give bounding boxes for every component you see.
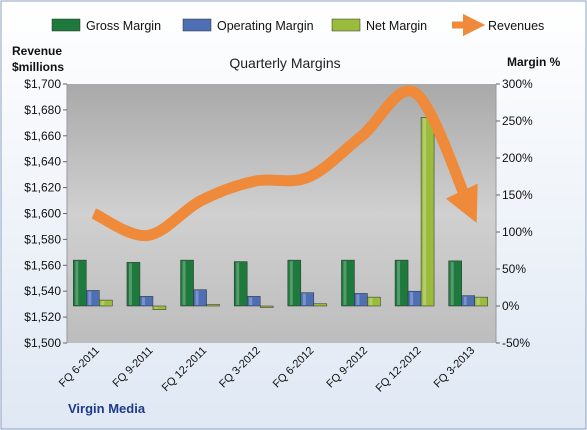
bar-gross-margin: [394, 259, 409, 307]
bar-operating-margin: [300, 292, 315, 307]
bar-highlight: [302, 293, 306, 305]
bar-highlight: [101, 301, 105, 305]
legend-swatch: [331, 18, 361, 32]
right-tick-label: 300%: [502, 77, 533, 91]
revenue-line-layer: [91, 85, 478, 242]
right-tick-label: 250%: [502, 114, 533, 128]
bar-net-margin: [206, 304, 220, 307]
bar-net-margin: [313, 303, 328, 307]
right-tick-label: 100%: [502, 225, 533, 239]
bar-gross-margin: [73, 259, 87, 307]
right-tick-label: -50%: [502, 336, 530, 350]
bar-highlight: [397, 261, 401, 305]
left-tick-label: $1,520: [24, 310, 61, 324]
bar-highlight: [141, 297, 145, 305]
legend-swatch: [51, 18, 81, 32]
bar-operating-margin: [139, 296, 154, 307]
right-tick-label: 50%: [502, 262, 526, 276]
bar-gross-margin: [448, 260, 462, 307]
left-axis-label-line1: Revenue: [12, 44, 62, 58]
bar-highlight: [369, 298, 373, 305]
footer-label: Virgin Media: [68, 401, 146, 416]
right-tick-label: 150%: [502, 188, 533, 202]
bar-highlight: [236, 262, 240, 305]
bar-operating-margin: [407, 290, 422, 307]
legend-label: Net Margin: [366, 19, 427, 33]
left-tick-label: $1,540: [24, 284, 61, 298]
bar-operating-margin: [246, 296, 261, 307]
left-tick-label: $1,640: [24, 155, 61, 169]
right-axis-label: Margin %: [507, 55, 561, 69]
bar-gross-margin: [126, 262, 141, 307]
left-tick-label: $1,700: [24, 77, 61, 91]
revenue-line: [91, 85, 478, 242]
bar-highlight: [154, 307, 158, 309]
legend-label: Revenues: [488, 19, 544, 33]
left-tick-label: $1,560: [24, 258, 61, 272]
bar-highlight: [356, 294, 360, 305]
bar-highlight: [463, 296, 467, 305]
left-tick-label: $1,580: [24, 232, 61, 246]
bar-highlight: [249, 297, 253, 305]
bar-net-margin: [99, 299, 113, 307]
left-tick-label: $1,500: [24, 336, 61, 350]
bar-highlight: [410, 292, 414, 305]
right-tick-label: 0%: [502, 299, 520, 313]
bar-highlight: [343, 261, 347, 305]
left-tick-label: $1,680: [24, 103, 61, 117]
bar-net-margin: [259, 305, 274, 308]
bar-net-margin: [367, 296, 381, 307]
chart-title: Quarterly Margins: [229, 55, 340, 71]
bars: [73, 117, 488, 310]
left-tick-label: $1,600: [24, 207, 61, 221]
bar-gross-margin: [233, 261, 248, 307]
bar-operating-margin: [354, 293, 368, 307]
bar-highlight: [476, 298, 480, 305]
bar-net-margin: [420, 117, 435, 307]
left-tick-label: $1,660: [24, 129, 61, 143]
right-axis: -50% 0% 50% 100% 150% 200% 250% 300%: [496, 77, 533, 350]
left-axis-label-line2: $millions: [12, 60, 64, 74]
bar-operating-margin: [461, 295, 475, 307]
bar-highlight: [450, 261, 454, 305]
legend-label: Operating Margin: [217, 19, 314, 33]
bar-highlight: [195, 290, 199, 305]
bar-operating-margin: [193, 289, 207, 307]
bar-highlight: [128, 263, 132, 305]
left-tick-label: $1,620: [24, 181, 61, 195]
bar-net-margin: [474, 296, 488, 307]
left-axis: $1,500 $1,520 $1,540 $1,560 $1,580 $1,600 $1,6…: [24, 77, 67, 350]
bar-gross-margin: [341, 259, 355, 307]
bar-highlight: [88, 291, 92, 305]
bar-highlight: [182, 261, 186, 305]
bar-gross-margin: [287, 259, 302, 307]
bar-operating-margin: [86, 290, 100, 307]
right-tick-label: 200%: [502, 151, 533, 165]
legend-label: Gross Margin: [86, 19, 161, 33]
legend-swatch: [182, 18, 212, 32]
legend: Gross Margin Operating Margin Net Margin Re…: [51, 13, 544, 37]
bar-gross-margin: [180, 259, 194, 307]
bar-highlight: [289, 261, 293, 305]
bar-highlight: [423, 118, 427, 305]
bar-net-margin: [152, 305, 167, 310]
bar-highlight: [75, 261, 79, 305]
